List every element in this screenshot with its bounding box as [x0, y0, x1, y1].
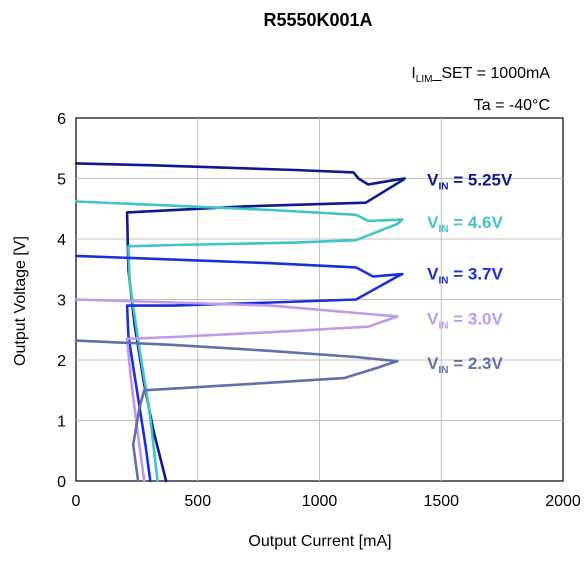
x-axis-title: Output Current [mA]	[248, 533, 391, 550]
current-limit-note: ILIM_SET = 1000mA	[411, 65, 550, 85]
series-line	[74, 200, 404, 483]
y-tick-label: 0	[57, 474, 66, 491]
series-label: VIN = 3.7V	[427, 264, 503, 286]
x-tick-label: 0	[72, 493, 81, 510]
chart-title: R5550K001A	[263, 10, 372, 30]
series-line	[74, 298, 399, 483]
series-label: VIN = 2.3V	[427, 354, 503, 376]
x-tick-label: 2000	[545, 493, 581, 510]
series-line	[74, 339, 399, 483]
series-labels: VIN = 5.25V VIN = 4.6V VIN = 3.7V VIN = 3.0…	[427, 171, 513, 376]
x-tick-label: 1500	[423, 493, 459, 510]
y-tick-label: 5	[57, 172, 66, 189]
series-label: VIN = 4.6V	[427, 213, 503, 235]
x-tick-label: 500	[184, 493, 211, 510]
y-tick-label: 2	[57, 353, 66, 370]
series-layer	[74, 162, 407, 483]
x-tick-label: 1000	[302, 493, 338, 510]
y-tick-label: 3	[57, 293, 66, 310]
series-line	[74, 162, 407, 483]
y-tick-label: 1	[57, 414, 66, 431]
series-line	[74, 254, 404, 483]
series-label: VIN = 5.25V	[427, 171, 513, 193]
y-tick-label: 6	[57, 111, 66, 128]
y-axis-title: Output Voltage [V]	[12, 236, 29, 366]
temperature-note: Ta = -40°C	[474, 97, 550, 114]
series-label: VIN = 3.0V	[427, 310, 503, 332]
y-tick-label: 4	[57, 232, 66, 249]
tick-labels: 0 500 1000 1500 2000 0 1 2 3 4 5 6	[57, 111, 581, 510]
